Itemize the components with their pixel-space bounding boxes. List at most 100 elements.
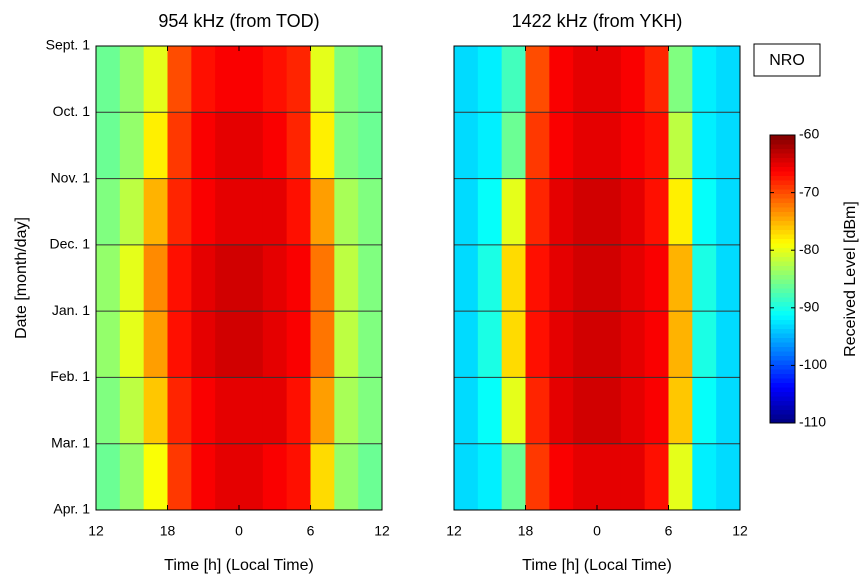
x-axis-title: Time [h] (Local Time) [522,557,672,574]
heatmap-cell [597,311,622,378]
heatmap-cell [262,377,288,445]
heatmap-cell [454,311,479,378]
colorbar-swatch [770,337,795,343]
colorbar-swatch [770,162,795,167]
heatmap-cell [549,377,574,445]
heatmap-cell [286,112,311,180]
heatmap-cell [620,377,646,445]
heatmap-cell [501,112,526,180]
heatmap-cell [191,377,216,445]
y-tick-label: Feb. 1 [50,368,90,384]
heatmap-cell [716,46,741,113]
heatmap-cell [239,377,264,445]
heatmap-cell [262,46,288,113]
colorbar-swatch [770,310,795,316]
heatmap-cell [716,244,741,312]
colorbar-swatch [770,270,795,275]
heatmap-cell [525,311,550,378]
heatmap-cell [215,46,240,113]
colorbar-swatch [770,175,795,181]
heatmap-cell [573,46,598,113]
colorbar-swatch [770,216,795,221]
heatmap-cell [143,311,168,378]
heatmap-cell [549,311,574,378]
heatmap-cell [239,311,264,378]
heatmap-cell [644,244,669,312]
heatmap-cell [477,244,503,312]
heatmap-cell [191,112,216,180]
colorbar-swatch [770,355,795,361]
colorbar-swatch [770,166,795,172]
heatmap-cell [454,46,479,113]
heatmap-cell [191,46,216,113]
heatmap-cell [286,311,311,378]
colorbar-swatch [770,342,795,347]
heatmap-cell [692,311,717,378]
heatmap-cell [310,311,335,378]
colorbar-swatch [770,135,795,140]
heatmap-cell [215,112,240,180]
heatmap-cell [119,443,145,511]
colorbar-swatch [770,288,795,293]
annotation: NRO [769,52,805,69]
x-tick-label: 0 [235,523,243,539]
colorbar-frame [769,134,796,424]
heatmap-cell [477,377,503,445]
y-tick-label: Apr. 1 [53,501,90,517]
heatmap-cell [215,443,240,511]
heatmap-cell [191,244,216,312]
heatmap-cell [239,244,264,312]
colorbar-swatch [770,202,795,208]
heatmap-cell [143,46,168,113]
heatmap-cell [597,112,622,180]
heatmap-cell [96,443,121,511]
heatmap-cell [644,112,669,180]
heatmap-cell [334,46,359,113]
colorbar-swatch [770,306,795,311]
colorbar-title: Received Level [dBm] [842,201,859,357]
heatmap-cell [549,46,574,113]
heatmap-cell [215,244,240,312]
colorbar-swatch [770,369,795,374]
colorbar-swatch [770,252,795,257]
y-tick-label: Oct. 1 [53,103,91,119]
colorbar-swatch [770,346,795,352]
heatmap-cell [644,311,669,378]
colorbar-swatch [770,373,795,379]
heatmap-cell [525,377,550,445]
heatmap-cell [96,178,121,246]
heatmap-cell [620,244,646,312]
colorbar-tick-label: -60 [799,126,819,142]
heatmap-cell [119,377,145,445]
heatmap-cell [573,244,598,312]
heatmap-cell [310,46,335,113]
colorbar-swatch [770,279,795,284]
heatmap-cell [620,178,646,246]
colorbar-tick-label: -100 [799,356,827,372]
colorbar-swatch [770,378,795,383]
heatmap-cell [716,443,741,511]
colorbar-swatch [770,229,795,235]
colorbar-swatch [770,247,795,253]
colorbar-swatch [770,144,795,149]
heatmap-cell [262,443,288,511]
x-tick-label: 12 [374,523,390,539]
x-tick-label: 12 [88,523,104,539]
heatmap-cell [501,377,526,445]
colorbar-swatch [770,211,795,217]
colorbar-swatch [770,333,795,338]
heatmap-cell [143,443,168,511]
heatmap-cell [334,377,359,445]
y-tick-label: Sept. 1 [46,37,91,53]
heatmap-cell [454,443,479,511]
heatmap-cell [692,178,717,246]
colorbar-swatch [770,315,795,320]
heatmap-cell [358,377,383,445]
heatmap-cell [262,178,288,246]
heatmap-cell [692,377,717,445]
heatmap-cell [549,244,574,312]
heatmap-cell [549,443,574,511]
heatmap-cell [239,178,264,246]
heatmap-cell [525,244,550,312]
